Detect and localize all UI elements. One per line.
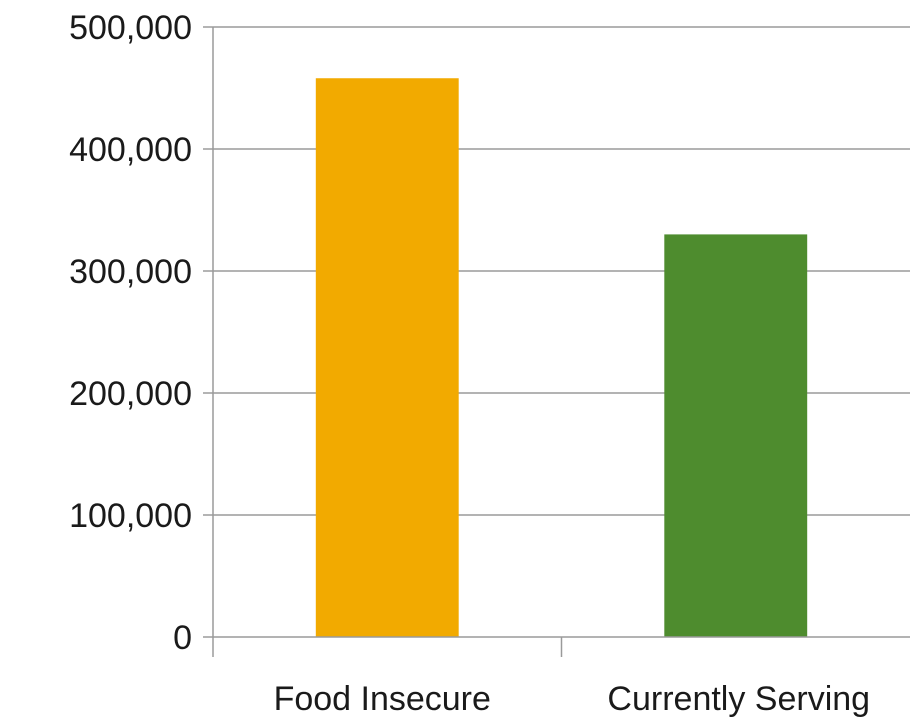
- axes: [203, 26, 910, 657]
- bar: [315, 78, 459, 638]
- x-category-label: Currently Serving: [607, 680, 870, 718]
- y-tick-label: 0: [173, 619, 192, 657]
- bar: [664, 234, 808, 637]
- y-tick-label: 300,000: [69, 253, 192, 291]
- y-axis-tick-labels: 0 100,000 200,000 300,000 400,000 500,000: [69, 9, 192, 657]
- bars: [315, 78, 808, 638]
- y-tick-label: 100,000: [69, 497, 192, 535]
- x-category-label: Food Insecure: [274, 680, 491, 718]
- x-axis-category-labels: Food Insecure Currently Serving: [274, 680, 871, 718]
- y-tick-label: 200,000: [69, 375, 192, 413]
- y-tick-label: 400,000: [69, 131, 192, 169]
- y-tick-label: 500,000: [69, 9, 192, 47]
